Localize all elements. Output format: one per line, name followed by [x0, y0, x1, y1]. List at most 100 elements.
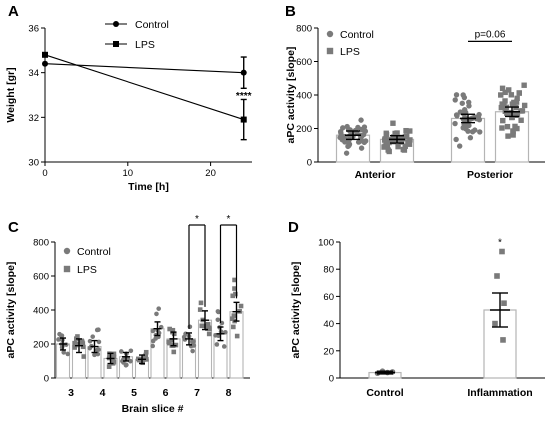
data-point-control: [461, 94, 468, 101]
data-point-control: [96, 347, 101, 352]
legend-label-lps: LPS: [77, 264, 97, 276]
data-point: [494, 273, 500, 279]
data-point-lps: [518, 117, 524, 123]
data-point-lps: [385, 137, 391, 143]
data-point-lps: [498, 104, 505, 111]
data-point-lps: [197, 307, 203, 312]
data-point-lps: [229, 316, 235, 321]
data-point-lps: [402, 143, 408, 149]
x-category-label: Inflammation: [467, 387, 532, 399]
data-point-lps: [390, 120, 396, 126]
data-point-control: [59, 333, 65, 338]
data-point-lps: [231, 313, 237, 318]
data-point-control: [358, 117, 364, 123]
y-tick-label: 40: [323, 319, 334, 330]
data-point-lps: [231, 324, 236, 330]
y-tick-label: 200: [296, 124, 312, 135]
data-point-lps: [240, 116, 247, 123]
data-point-lps: [385, 147, 391, 153]
data-point-lps: [514, 95, 520, 102]
data-point-lps: [392, 130, 398, 137]
y-tick-label: 400: [33, 306, 49, 317]
y-axis-label: aPC activity [slope]: [290, 262, 302, 359]
data-point-lps: [167, 340, 172, 346]
y-tick-label: 600: [296, 57, 312, 68]
data-point-lps: [402, 133, 408, 140]
data-point-control: [221, 344, 227, 349]
data-point-lps: [500, 117, 506, 124]
data-point-lps: [502, 98, 508, 104]
data-point-control: [466, 99, 472, 105]
legend-marker: [326, 47, 334, 55]
data-point-control: [452, 120, 458, 127]
legend-label-control: Control: [135, 19, 169, 31]
data-point-lps: [205, 326, 210, 332]
data-point-control: [215, 317, 221, 323]
data-point-control: [150, 338, 156, 344]
data-point-control: [61, 350, 67, 355]
data-point: [501, 300, 507, 306]
panel-label-c: C: [8, 219, 19, 236]
data-point-lps: [205, 321, 211, 327]
data-point-lps: [198, 300, 204, 306]
data-point-control: [454, 112, 460, 119]
significance-annotation: ****: [236, 91, 252, 102]
data-point: [492, 320, 498, 327]
x-category-label: 8: [226, 387, 232, 399]
data-point-control: [187, 324, 193, 330]
data-point-lps: [505, 133, 511, 139]
data-point-control: [362, 138, 369, 144]
data-point-lps: [509, 114, 515, 121]
data-point-control: [128, 348, 134, 354]
data-point-lps: [79, 339, 85, 345]
panel-label-b: B: [285, 3, 296, 20]
significance-annotation: *: [227, 214, 231, 225]
y-axis-label: aPC activity [slope]: [285, 47, 297, 144]
data-point-lps: [171, 349, 177, 355]
data-point-control: [150, 328, 156, 334]
data-point-lps: [234, 333, 240, 339]
data-point-lps: [514, 125, 520, 132]
legend-label-control: Control: [77, 246, 111, 258]
data-point-control: [461, 107, 468, 113]
data-point-lps: [42, 51, 48, 58]
y-tick-label: 400: [296, 91, 312, 102]
data-point-control: [190, 348, 195, 354]
data-point-control: [343, 150, 350, 156]
x-category-label: 4: [100, 387, 106, 399]
legend-marker: [326, 30, 334, 38]
data-point-control: [90, 334, 96, 339]
data-point-control: [457, 109, 464, 115]
data-point-control: [240, 69, 247, 76]
data-point-control: [215, 309, 221, 314]
x-category-label: 7: [194, 387, 200, 399]
data-point-lps: [107, 352, 113, 358]
legend-marker: [113, 41, 119, 47]
data-point-control: [42, 60, 48, 67]
data-point-control: [453, 92, 460, 98]
y-tick-label: 60: [323, 292, 334, 303]
data-point-lps: [519, 108, 526, 114]
data-point-control: [339, 137, 345, 143]
data-point-lps: [504, 123, 511, 130]
data-point-lps: [384, 143, 391, 149]
data-point-control: [154, 311, 159, 317]
data-point-control: [459, 100, 465, 106]
data-point-lps: [238, 303, 244, 309]
x-category-label: 3: [68, 387, 74, 399]
series-line-lps: [44, 54, 244, 121]
data-point-control: [356, 138, 363, 145]
data-point-control: [456, 143, 463, 149]
data-point-control: [96, 339, 102, 345]
data-point-control: [92, 352, 97, 358]
legend-marker: [63, 265, 71, 273]
legend-marker: [63, 247, 71, 255]
data-point-lps: [199, 323, 205, 329]
data-point-lps: [80, 344, 86, 350]
y-tick-label: 34: [28, 68, 39, 79]
data-point-lps: [506, 87, 512, 93]
data-point-lps: [502, 89, 508, 96]
y-tick-label: 800: [33, 238, 49, 249]
data-point-lps: [521, 82, 527, 88]
